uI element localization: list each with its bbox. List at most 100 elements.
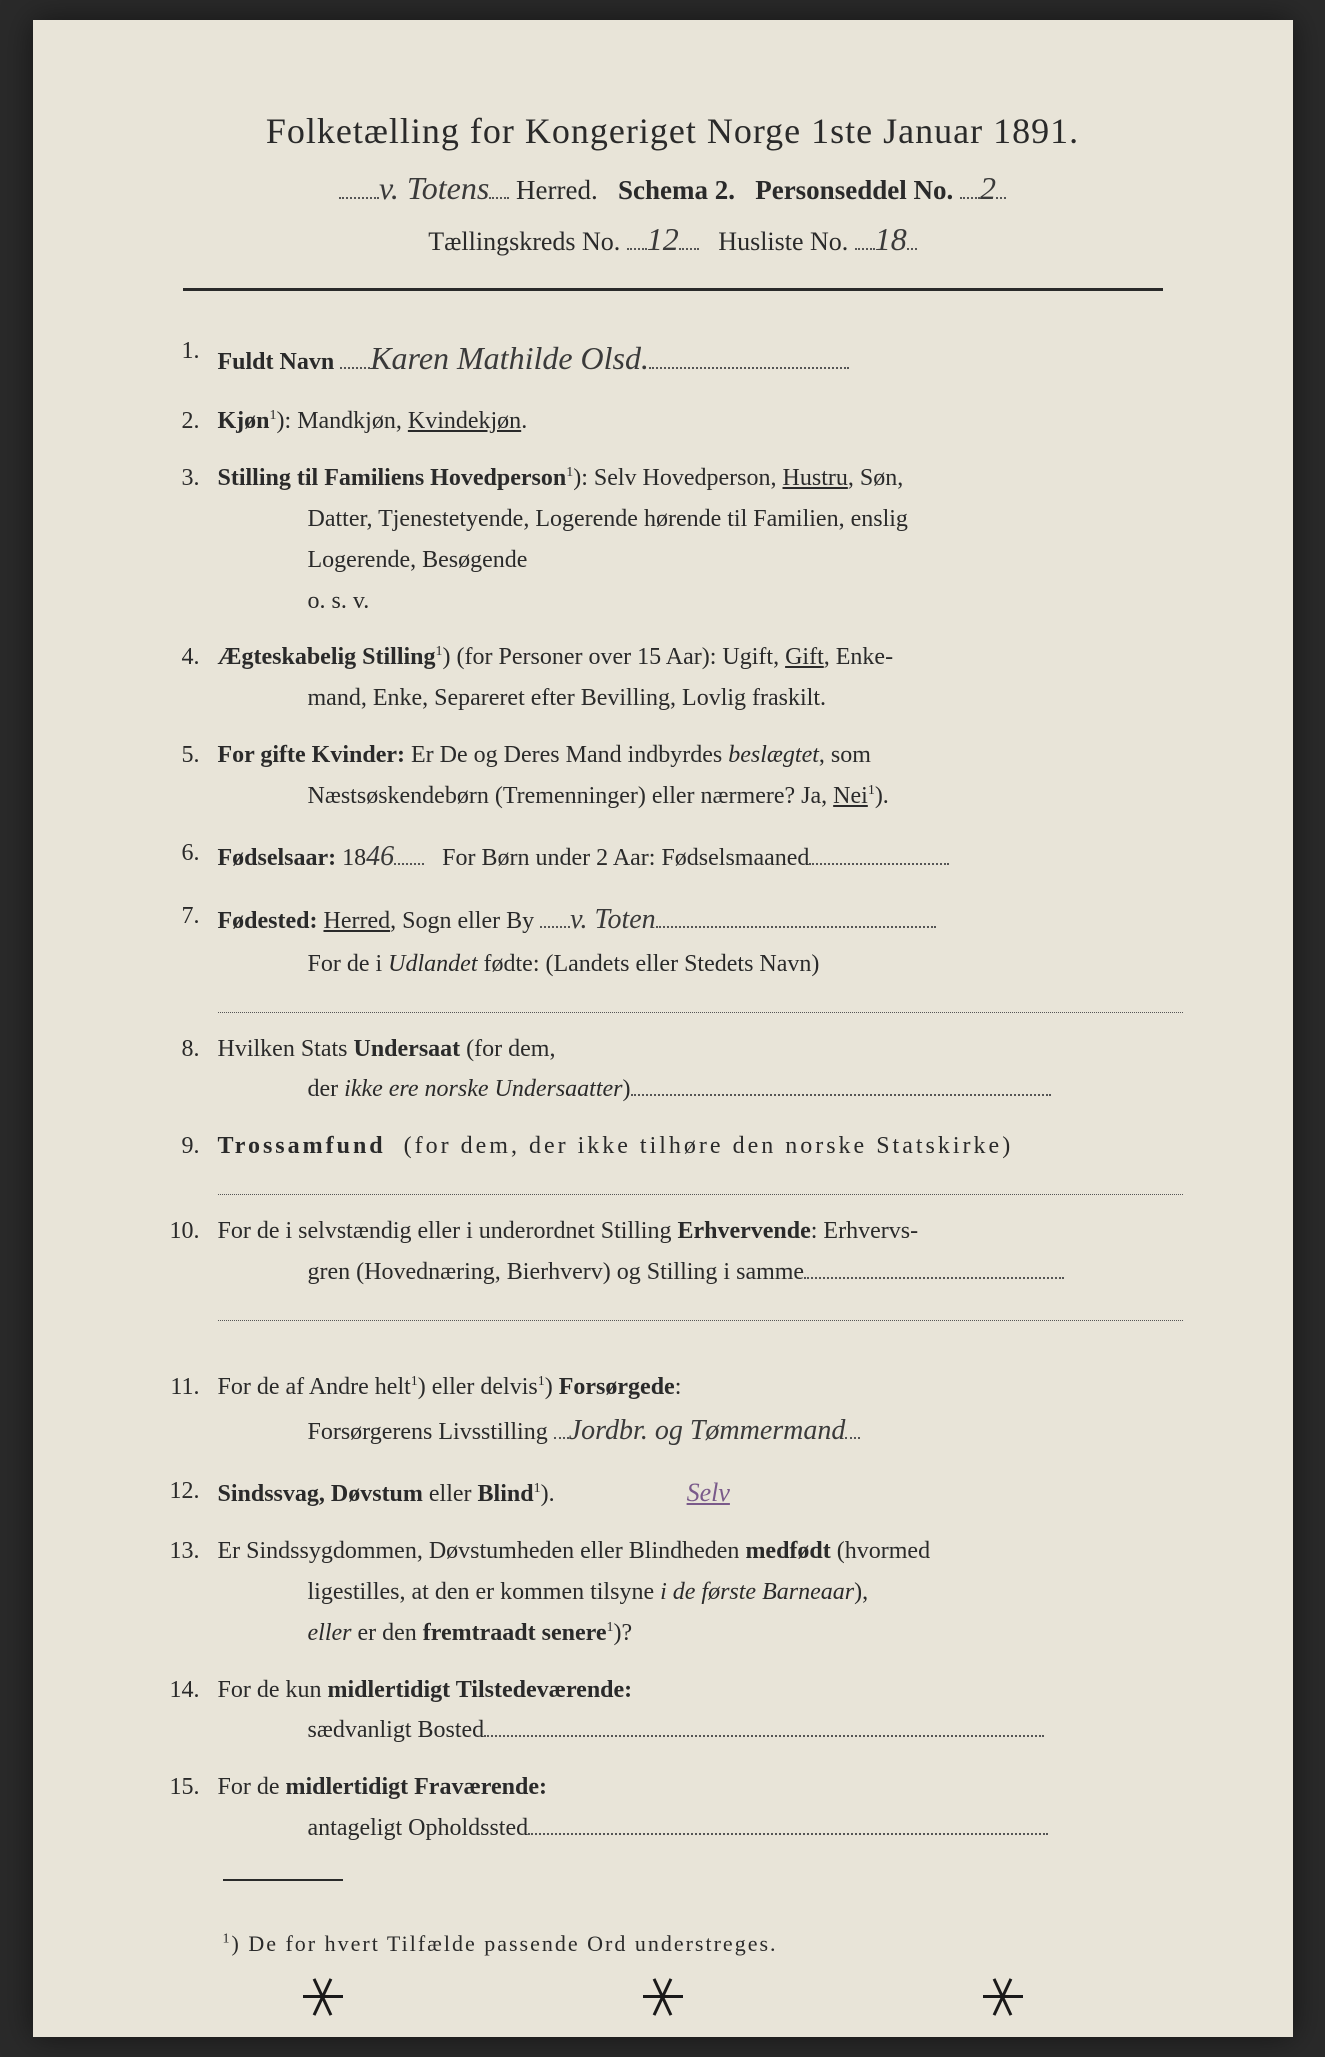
i5-beslaegtet: beslægtet: [728, 742, 819, 768]
i11-value: Jordbr. og Tømmermand: [569, 1415, 846, 1446]
i7-udlandet: Udlandet: [388, 951, 477, 977]
i11-text3: ): [545, 1374, 553, 1400]
i5-line2: Næstsøskendebørn (Tremenninger) eller næ…: [218, 783, 828, 809]
tellingskreds-value: 12: [647, 221, 679, 257]
footnote-divider: [223, 1879, 343, 1881]
i13-sup: 1: [606, 1620, 613, 1635]
i4-text2: , Enke-: [824, 644, 893, 670]
i3-line3: Logerende, Besøgende: [218, 547, 528, 573]
item-13-body: Er Sindssygdommen, Døvstumheden eller Bl…: [218, 1531, 1183, 1653]
i15-bold: midlertidigt Fraværende:: [286, 1774, 548, 1800]
i7-text1: , Sogn eller By: [390, 908, 534, 934]
aegteskab-label: Ægteskabelig Stilling: [218, 644, 436, 670]
item-7-body: Fødested: Herred, Sogn eller By v. Toten…: [218, 896, 1183, 1012]
item-5-body: For gifte Kvinder: Er De og Deres Mand i…: [218, 735, 1183, 817]
item-13-num: 13.: [163, 1531, 218, 1653]
herred-label: Herred.: [516, 175, 598, 205]
item-8-body: Hvilken Stats Undersaat (for dem, der ik…: [218, 1029, 1183, 1111]
item-9-num: 9.: [163, 1126, 218, 1195]
tellingskreds-label: Tællingskreds No.: [428, 227, 620, 256]
i10-dotted: [218, 1301, 1183, 1321]
herred-value: v. Totens: [379, 170, 489, 206]
item-14-num: 14.: [163, 1670, 218, 1752]
item-2: 2. Kjøn1): Mandkjøn, Kvindekjøn.: [163, 401, 1183, 442]
item-5: 5. For gifte Kvinder: Er De og Deres Man…: [163, 735, 1183, 817]
footnote-sup: 1: [223, 1931, 232, 1946]
i13-line2: ligestilles, at den er kommen tilsyne: [218, 1579, 655, 1605]
i8-text1: Hvilken Stats: [218, 1036, 348, 1062]
stilling-label: Stilling til Familiens Hovedperson: [218, 465, 567, 491]
i11-forsorgede: Forsørgede: [559, 1374, 675, 1400]
personseddel-value: 2: [980, 170, 996, 206]
footnote: 1) De for hvert Tilfælde passende Ord un…: [163, 1931, 1183, 1957]
i9-text: (for dem, der ikke tilhøre den norske St…: [404, 1133, 1014, 1159]
header-line-2: Tællingskreds No. 12 Husliste No. 18: [163, 221, 1183, 258]
schema-label: Schema 2.: [618, 175, 735, 205]
item-15-num: 15.: [163, 1767, 218, 1849]
i4-gift: Gift: [785, 644, 824, 670]
i8-italic: ikke ere norske Undersaatter: [344, 1076, 622, 1102]
i14-line2: sædvanligt Bosted: [218, 1717, 485, 1743]
i7-dotted: [218, 993, 1183, 1013]
i10-line2: gren (Hovednæring, Bierhverv) og Stillin…: [218, 1259, 805, 1285]
form-header: Folketælling for Kongeriget Norge 1ste J…: [163, 110, 1183, 258]
fodselsaar-label: Fødselsaar:: [218, 845, 337, 871]
item-10: 10. For de i selvstændig eller i underor…: [163, 1211, 1183, 1321]
item-15-body: For de midlertidigt Fraværende: antageli…: [218, 1767, 1183, 1849]
i13-eller: eller: [218, 1620, 352, 1646]
i12-eller: eller: [429, 1481, 472, 1507]
item-14: 14. For de kun midlertidigt Tilstedevære…: [163, 1670, 1183, 1752]
i3-hustru: Hustru: [783, 465, 848, 491]
item-8-num: 8.: [163, 1029, 218, 1111]
personseddel-label: Personseddel No.: [755, 175, 953, 205]
header-line-1: v. Totens Herred. Schema 2. Personseddel…: [163, 170, 1183, 207]
item-14-body: For de kun midlertidigt Tilstedeværende:…: [218, 1670, 1183, 1752]
i8-undersaat: Undersaat: [354, 1036, 461, 1062]
i3-line2: Datter, Tjenestetyende, Logerende hørend…: [218, 506, 908, 532]
i10-text1: For de i selvstændig eller i underordnet…: [218, 1218, 672, 1244]
item-4-body: Ægteskabelig Stilling1) (for Personer ov…: [218, 637, 1183, 719]
item-10-body: For de i selvstændig eller i underordnet…: [218, 1211, 1183, 1321]
i13-medfodt: medfødt: [745, 1538, 830, 1564]
i12-sup: 1: [534, 1481, 541, 1496]
i7-line2: For de i: [218, 951, 383, 977]
i9-dotted: [218, 1175, 1183, 1195]
i5-text2: , som: [819, 742, 871, 768]
i11-line2: Forsørgerens Livsstilling: [218, 1419, 548, 1445]
i6-text: For Børn under 2 Aar: Fødselsmaaned: [442, 845, 809, 871]
item-6-body: Fødselsaar: 1846 For Børn under 2 Aar: F…: [218, 833, 1183, 881]
item-6: 6. Fødselsaar: 1846 For Børn under 2 Aar…: [163, 833, 1183, 881]
husliste-value: 18: [875, 221, 907, 257]
item-11-body: For de af Andre helt1) eller delvis1) Fo…: [218, 1367, 1183, 1455]
i4-text1: ) (for Personer over 15 Aar): Ugift,: [443, 644, 780, 670]
fodselsaar-value: 46: [366, 841, 394, 872]
census-form-page: Folketælling for Kongeriget Norge 1ste J…: [33, 20, 1293, 2037]
hole-icon: [303, 1977, 343, 2017]
kvindekjon-option: Kvindekjøn: [408, 408, 521, 434]
i12-value: Selv: [687, 1478, 730, 1507]
i15-line2: antageligt Opholdssted: [218, 1815, 529, 1841]
item-12: 12. Sindssvag, Døvstum eller Blind1). Se…: [163, 1471, 1183, 1515]
i5-text1: Er De og Deres Mand indbyrdes: [411, 742, 722, 768]
i5-nei: Nei: [833, 783, 868, 809]
i6-prefix: 18: [342, 845, 366, 871]
i7-herred: Herred: [323, 908, 390, 934]
item-15: 15. For de midlertidigt Fraværende: anta…: [163, 1767, 1183, 1849]
item-9-body: Trossamfund (for dem, der ikke tilhøre d…: [218, 1126, 1183, 1195]
fuldt-navn-label: Fuldt Navn: [218, 349, 335, 375]
item-5-num: 5.: [163, 735, 218, 817]
item-1-num: 1.: [163, 331, 218, 385]
i14-text1: For de kun: [218, 1677, 322, 1703]
item-4: 4. Ægteskabelig Stilling1) (for Personer…: [163, 637, 1183, 719]
fodested-value: v. Toten: [570, 904, 656, 935]
item-8: 8. Hvilken Stats Undersaat (for dem, der…: [163, 1029, 1183, 1111]
sindssvag-label: Sindssvag, Døvstum: [218, 1481, 423, 1507]
item-13: 13. Er Sindssygdommen, Døvstumheden elle…: [163, 1531, 1183, 1653]
item-10-num: 10.: [163, 1211, 218, 1321]
item-9: 9. Trossamfund (for dem, der ikke tilhør…: [163, 1126, 1183, 1195]
i3-son: , Søn,: [848, 465, 903, 491]
i13-text2: (hvormed: [837, 1538, 930, 1564]
i13-italic1: i de første Barneaar: [660, 1579, 854, 1605]
i13-text3: er den: [357, 1620, 416, 1646]
item-12-num: 12.: [163, 1471, 218, 1515]
